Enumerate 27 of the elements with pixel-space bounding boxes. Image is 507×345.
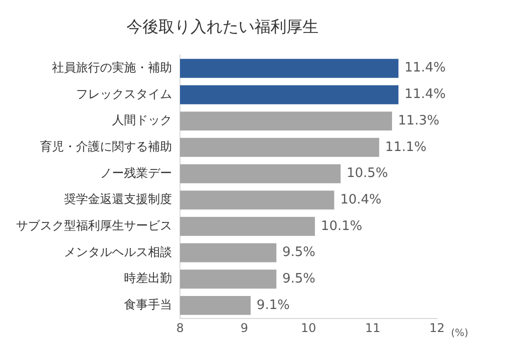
- y-tick-label: サブスク型福利厚生サービス: [16, 218, 172, 233]
- x-tick-label: 12: [429, 320, 445, 335]
- y-tick-label: 食事手当: [124, 298, 172, 312]
- data-label: 9.1%: [256, 298, 290, 313]
- y-tick-label: 育児・介護に関する補助: [40, 140, 172, 154]
- data-label: 10.1%: [320, 218, 362, 234]
- data-label: 9.5%: [282, 245, 316, 260]
- data-label: 11.4%: [404, 60, 446, 76]
- x-tick-label: 9: [240, 320, 248, 335]
- data-label: 11.1%: [385, 140, 426, 155]
- data-label: 9.5%: [282, 271, 316, 286]
- y-tick-label: フレックスタイム: [76, 86, 172, 101]
- data-label: 11.3%: [398, 113, 440, 128]
- y-tick-label: 社員旅行の実施・補助: [52, 60, 172, 74]
- y-tick-label: ノー残業デー: [100, 166, 172, 180]
- x-tick-label: 8: [176, 320, 184, 335]
- y-tick-label: 時差出勤: [124, 271, 172, 286]
- chart-title: 今後取り入れたい福利厚生: [126, 16, 318, 36]
- data-label: 10.4%: [340, 192, 382, 208]
- x-tick-label: 10: [300, 320, 316, 335]
- x-axis-title: (%): [451, 328, 468, 340]
- data-label: 10.5%: [346, 166, 388, 182]
- y-tick-label: 人間ドック: [112, 113, 172, 128]
- y-tick-label: メンタルヘルス相談: [64, 244, 172, 259]
- y-tick-label: 奨学金返還支援制度: [64, 192, 172, 206]
- x-tick-label: 11: [365, 320, 380, 335]
- data-label: 11.4%: [404, 87, 446, 102]
